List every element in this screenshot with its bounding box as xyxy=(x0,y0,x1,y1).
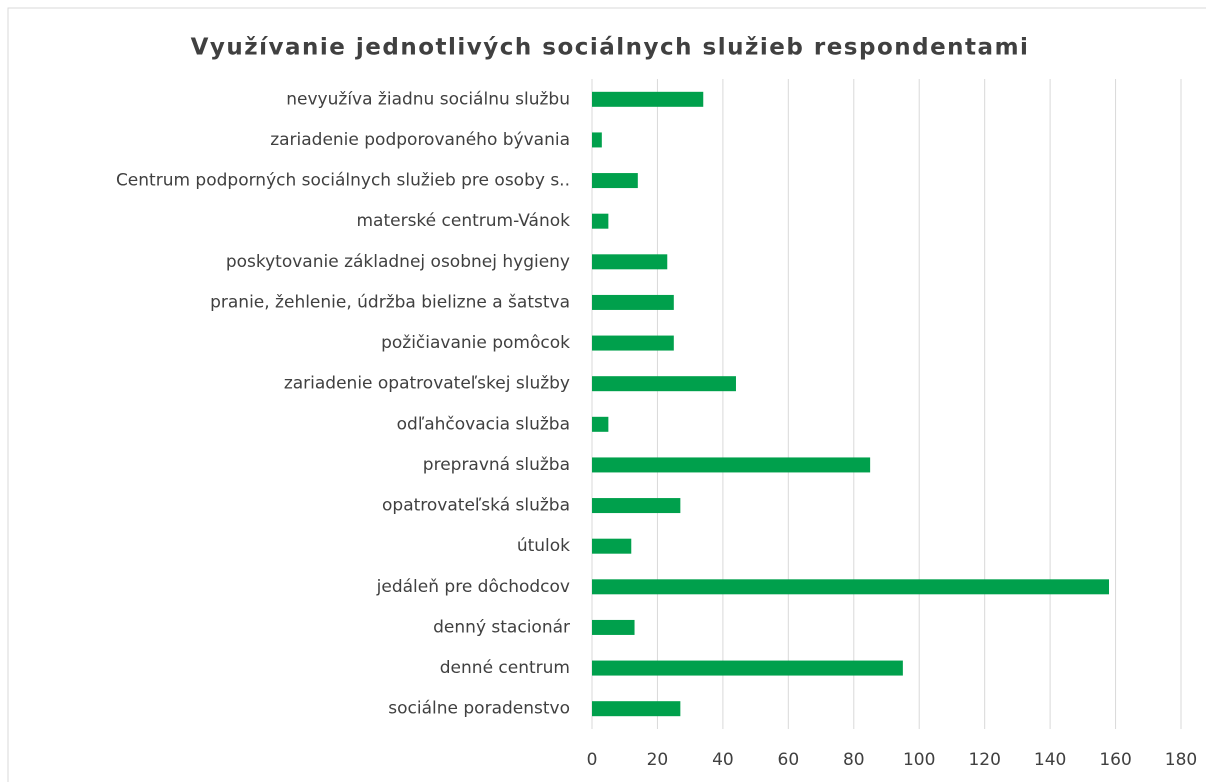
bar xyxy=(592,416,609,432)
y-tick-label: denné centrum xyxy=(440,658,570,678)
x-tick-label: 0 xyxy=(587,750,598,770)
x-tick-label: 140 xyxy=(1034,750,1066,770)
bar xyxy=(592,660,903,676)
bar xyxy=(592,376,736,392)
bar xyxy=(592,701,681,717)
bar xyxy=(592,294,674,310)
y-tick-label: poskytovanie základnej osobnej hygieny xyxy=(226,252,570,272)
bar xyxy=(592,538,632,554)
chart-frame xyxy=(7,7,1206,782)
bar xyxy=(592,619,635,635)
bar xyxy=(592,498,681,514)
x-tick-label: 100 xyxy=(903,750,935,770)
bar xyxy=(592,132,602,148)
y-tick-label: požičiavanie pomôcok xyxy=(381,333,570,353)
bar xyxy=(592,254,668,270)
x-tick-label: 160 xyxy=(1099,750,1131,770)
y-tick-label: denný stacionár xyxy=(433,617,570,637)
y-tick-label: odľahčovacia služba xyxy=(397,414,570,434)
y-tick-label: sociálne poradenstvo xyxy=(388,699,570,719)
y-tick-label: zariadenie opatrovateľskej služby xyxy=(284,374,570,394)
x-tick-label: 80 xyxy=(843,750,865,770)
y-tick-label: útulok xyxy=(517,536,570,556)
y-tick-label: jedáleň pre dôchodcov xyxy=(376,577,570,597)
y-tick-label: Centrum podporných sociálnych služieb pr… xyxy=(116,171,570,191)
x-tick-label: 40 xyxy=(712,750,734,770)
y-tick-label: materské centrum-Vánok xyxy=(356,211,570,231)
bar xyxy=(592,335,674,351)
x-tick-label: 180 xyxy=(1165,750,1197,770)
x-tick-label: 60 xyxy=(778,750,800,770)
chart-title: Využívanie jednotlivých sociálnych služi… xyxy=(191,35,1030,61)
bar xyxy=(592,91,704,107)
x-tick-label: 120 xyxy=(968,750,1000,770)
x-tick-label: 20 xyxy=(647,750,669,770)
y-tick-label: prepravná služba xyxy=(423,455,570,475)
y-tick-label: nevyužíva žiadnu sociálnu službu xyxy=(286,89,570,109)
bar xyxy=(592,579,1110,595)
bar xyxy=(592,213,609,229)
y-tick-label: zariadenie podporovaného bývania xyxy=(270,130,570,150)
bar xyxy=(592,173,638,189)
bar xyxy=(592,457,871,473)
y-tick-label: opatrovateľská služba xyxy=(382,496,570,516)
y-tick-label: pranie, žehlenie, údržba bielizne a šats… xyxy=(210,292,570,312)
